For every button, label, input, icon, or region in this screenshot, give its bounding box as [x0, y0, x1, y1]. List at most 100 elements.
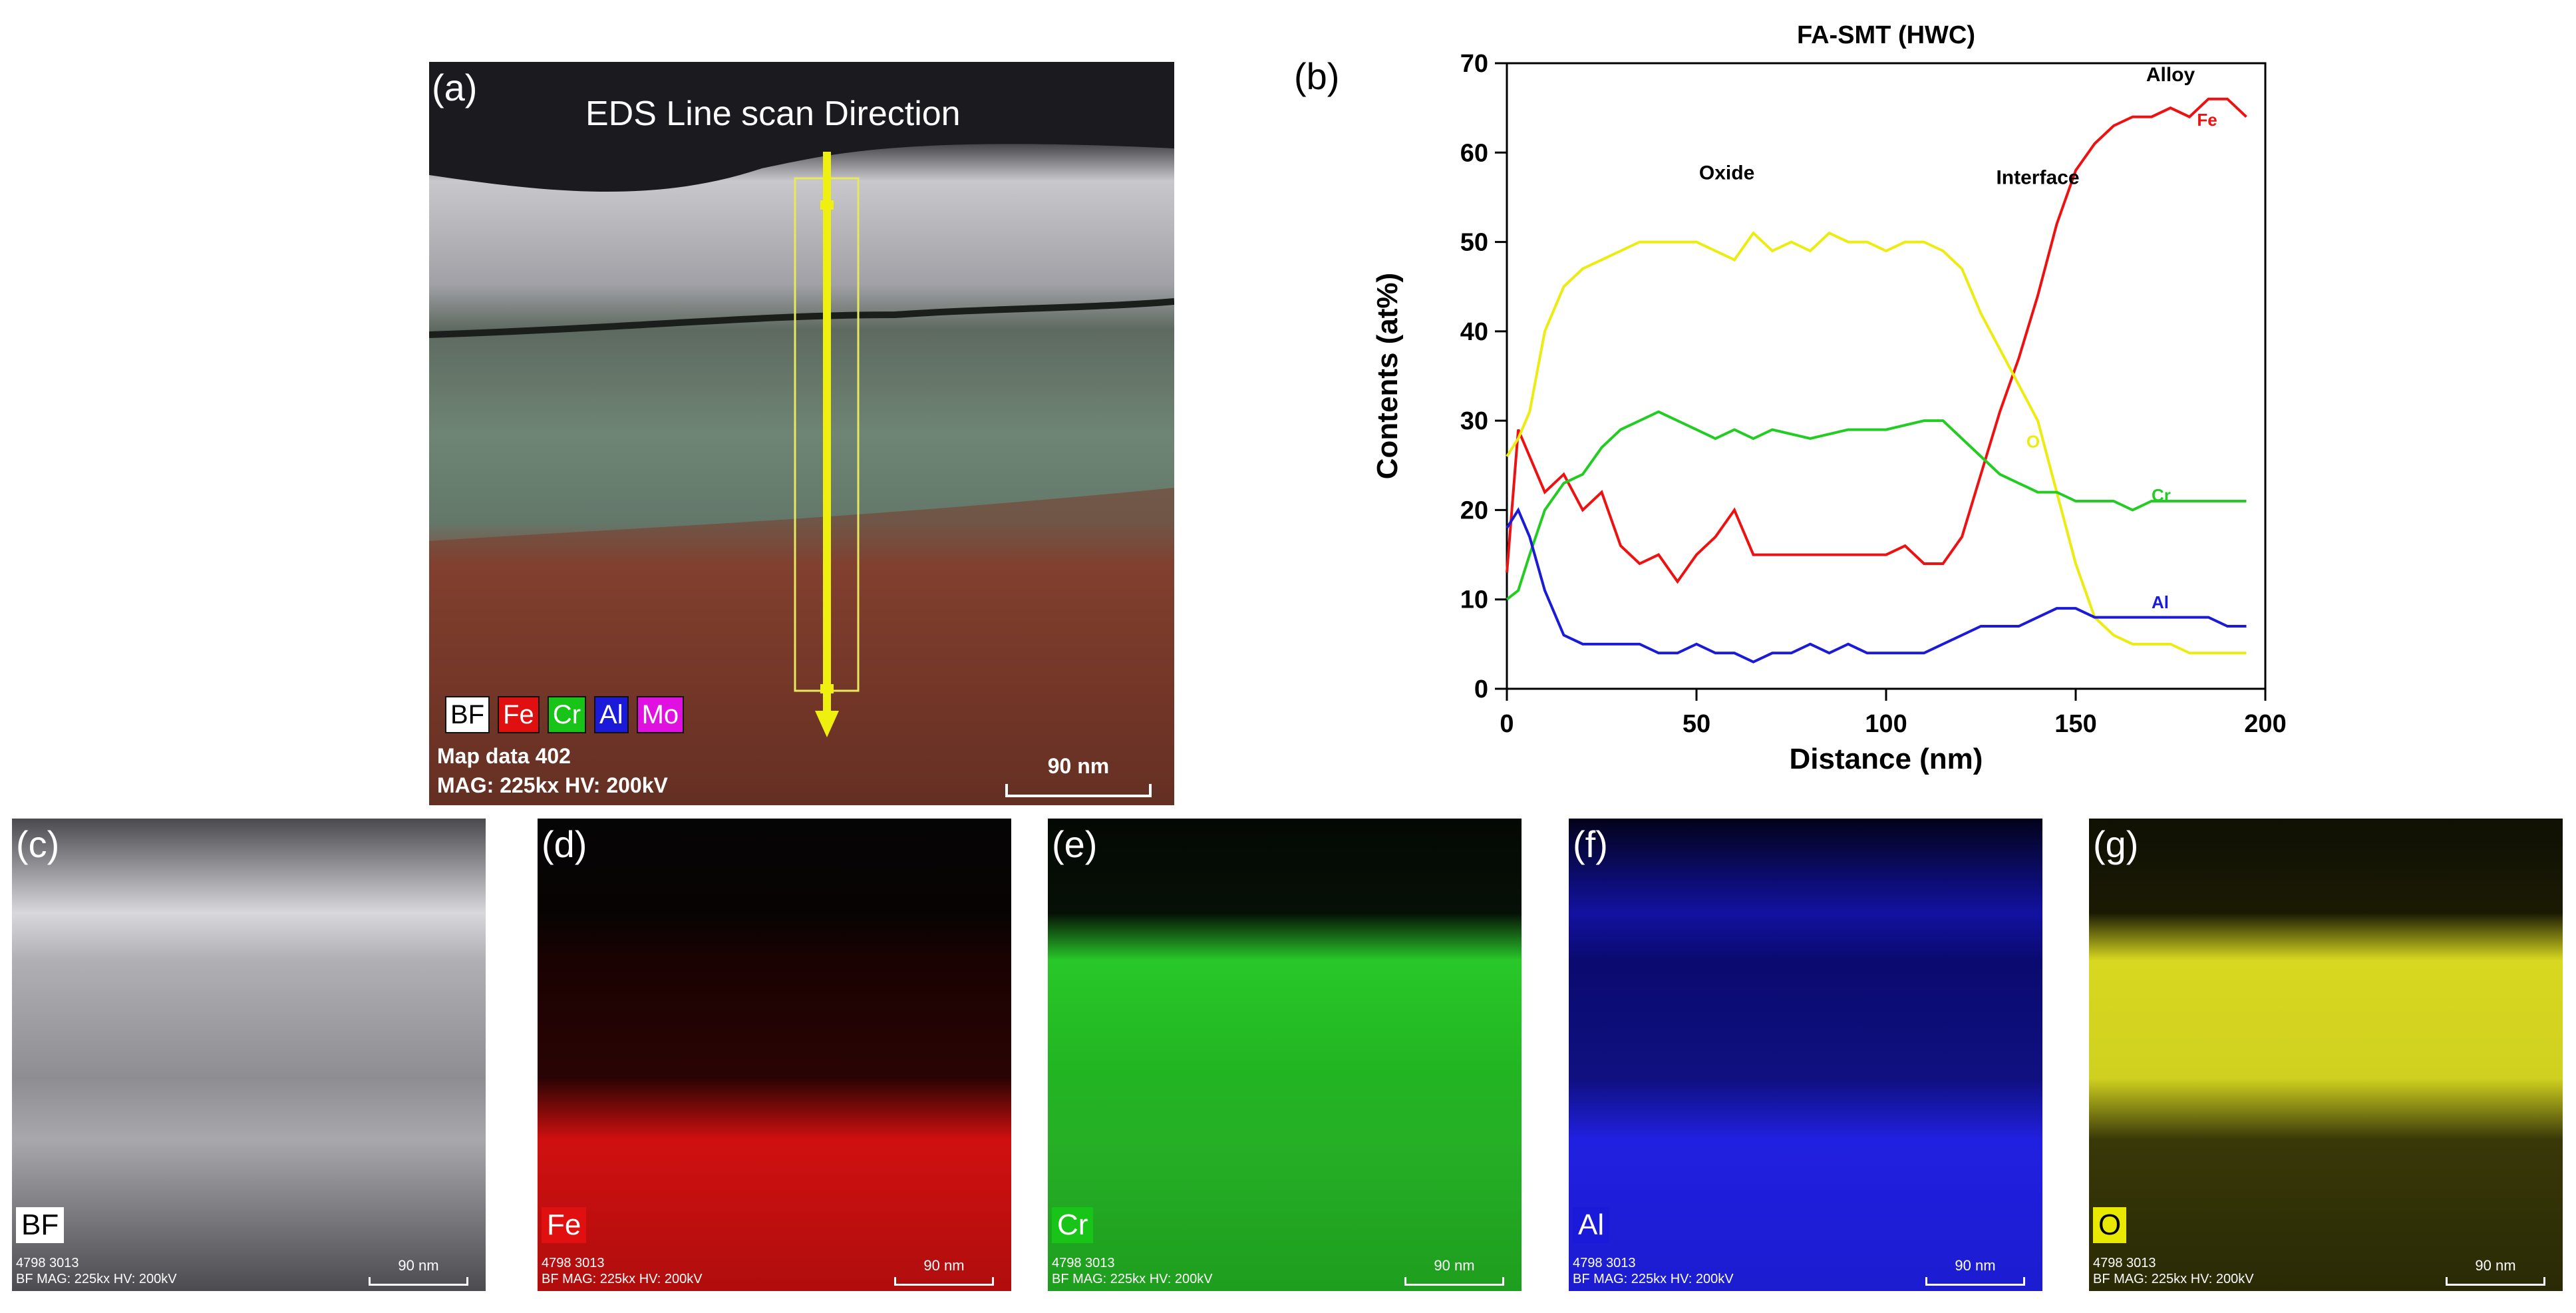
map-mag: BF MAG: 225kx HV: 200kV	[16, 1272, 177, 1286]
scan-arrow-head	[815, 711, 839, 737]
scale-bar-line	[2446, 1277, 2545, 1286]
map-image	[538, 819, 1011, 1291]
series-label-fe: Fe	[2197, 110, 2217, 130]
legend-bf: BF	[445, 696, 490, 733]
map-data-text: Map data 402	[437, 744, 571, 768]
x-tick-label: 0	[1500, 710, 1514, 738]
y-tick-label: 0	[1474, 675, 1488, 703]
map-panel-fe: (d) Fe 4798 3013 BF MAG: 225kx HV: 200kV…	[538, 819, 1011, 1291]
map-panel-bf: (c) BF 4798 3013 BF MAG: 225kx HV: 200kV…	[12, 819, 486, 1291]
mag-text: MAG: 225kx HV: 200kV	[437, 773, 668, 797]
y-tick-label: 30	[1460, 407, 1488, 435]
legend-al: Al	[594, 696, 629, 733]
scale-bar-line	[1005, 784, 1152, 797]
scale-bar-label: 90 nm	[1955, 1257, 1996, 1274]
map-id: 4798 3013	[16, 1256, 79, 1270]
line-scan-chart: FA-SMT (HWC) Distance (nm) Contents (at%) 0…	[1371, 21, 2287, 775]
annotation-interface: Interface	[1996, 166, 2079, 188]
x-axis-label: Distance (nm)	[1790, 743, 1983, 775]
map-info: 4798 3013 BF MAG: 225kx HV: 200kV	[16, 1255, 177, 1287]
scale-bar: 90 nm	[1005, 754, 1152, 797]
series-line-al	[1506, 507, 2247, 663]
scale-bar-line	[894, 1277, 994, 1286]
panel-a-label: (a)	[432, 67, 478, 108]
scan-marker-bottom	[820, 684, 834, 693]
oxide-boundary	[429, 298, 1174, 338]
chart-title: FA-SMT (HWC)	[1797, 21, 1975, 49]
map-id: 4798 3013	[1573, 1256, 1636, 1270]
panel-a-tem-overlay: (a) EDS Line scan Direction BF Fe Cr Al …	[429, 62, 1174, 805]
map-mag: BF MAG: 225kx HV: 200kV	[1052, 1272, 1213, 1286]
scale-bar-label: 90 nm	[923, 1257, 965, 1274]
map-panel-label: (d)	[542, 823, 587, 865]
scale-bar: 90 nm	[369, 1257, 468, 1286]
map-mag: BF MAG: 225kx HV: 200kV	[1573, 1272, 1734, 1286]
scan-marker-top	[820, 200, 834, 210]
map-info: 4798 3013 BF MAG: 225kx HV: 200kV	[542, 1255, 703, 1287]
map-panel-label: (c)	[16, 823, 60, 865]
series-label-cr: Cr	[2152, 485, 2171, 505]
y-tick-label: 50	[1460, 229, 1488, 257]
legend-mo: Mo	[636, 696, 685, 733]
map-id: 4798 3013	[1052, 1256, 1115, 1270]
element-tag: Al	[1573, 1207, 1610, 1243]
map-image	[1569, 819, 2042, 1291]
map-panel-o: (g) O 4798 3013 BF MAG: 225kx HV: 200kV …	[2089, 819, 2563, 1291]
element-tag: BF	[16, 1207, 65, 1243]
element-tag: O	[2093, 1207, 2127, 1243]
series-line-o	[1506, 231, 2247, 655]
element-tag: Cr	[1052, 1207, 1094, 1243]
element-tag: Fe	[542, 1207, 587, 1243]
y-tick-label: 60	[1460, 139, 1488, 167]
map-image	[1048, 819, 1522, 1291]
y-tick-label: 40	[1460, 318, 1488, 346]
annotation-alloy: Alloy	[2146, 64, 2195, 86]
scale-bar: 90 nm	[894, 1257, 994, 1286]
legend-fe: Fe	[498, 696, 540, 733]
map-info: Map data 402 MAG: 225kx HV: 200kV	[437, 741, 668, 800]
scale-bar-label: 90 nm	[1434, 1257, 1475, 1274]
legend-cr: Cr	[547, 696, 587, 733]
y-tick-label: 20	[1460, 496, 1488, 524]
x-tick-label: 150	[2054, 710, 2096, 738]
series-line-cr	[1506, 410, 2247, 601]
series-label-al: Al	[2152, 592, 2169, 612]
element-legend: BF Fe Cr Al Mo	[445, 696, 685, 733]
scale-bar: 90 nm	[2446, 1257, 2545, 1286]
line-scan-title: EDS Line scan Direction	[585, 94, 961, 133]
map-info: 4798 3013 BF MAG: 225kx HV: 200kV	[1573, 1255, 1734, 1287]
scale-bar-label: 90 nm	[1047, 754, 1110, 778]
scale-bar-line	[1404, 1277, 1504, 1286]
y-tick-label: 70	[1460, 50, 1488, 78]
map-id: 4798 3013	[542, 1256, 605, 1270]
map-panel-label: (g)	[2093, 823, 2139, 865]
map-image	[12, 819, 486, 1291]
panel-b-label: (b)	[1294, 55, 1340, 97]
scale-bar-label: 90 nm	[398, 1257, 439, 1274]
scale-bar-line	[1925, 1277, 2025, 1286]
map-panel-cr: (e) Cr 4798 3013 BF MAG: 225kx HV: 200kV…	[1048, 819, 1522, 1291]
map-panel-label: (f)	[1573, 823, 1608, 865]
map-mag: BF MAG: 225kx HV: 200kV	[2093, 1272, 2254, 1286]
tem-overlay-image	[429, 62, 1174, 805]
map-panel-label: (e)	[1052, 823, 1098, 865]
map-mag: BF MAG: 225kx HV: 200kV	[542, 1272, 703, 1286]
annotation-oxide: Oxide	[1699, 162, 1754, 184]
x-tick-label: 50	[1683, 710, 1710, 738]
map-info: 4798 3013 BF MAG: 225kx HV: 200kV	[2093, 1255, 2254, 1287]
map-info: 4798 3013 BF MAG: 225kx HV: 200kV	[1052, 1255, 1213, 1287]
map-image	[2089, 819, 2563, 1291]
map-id: 4798 3013	[2093, 1256, 2156, 1270]
dark-top-region	[429, 62, 1174, 192]
scale-bar: 90 nm	[1404, 1257, 1504, 1286]
scale-bar-line	[369, 1277, 468, 1286]
y-tick-label: 10	[1460, 586, 1488, 614]
series-line-fe	[1506, 97, 2247, 584]
y-axis-label: Contents (at%)	[1371, 273, 1404, 479]
x-tick-label: 100	[1865, 710, 1907, 738]
series-label-o: O	[2026, 431, 2040, 451]
scale-bar-label: 90 nm	[2475, 1257, 2516, 1274]
scale-bar: 90 nm	[1925, 1257, 2025, 1286]
map-panel-al: (f) Al 4798 3013 BF MAG: 225kx HV: 200kV…	[1569, 819, 2042, 1291]
x-tick-label: 200	[2244, 710, 2286, 738]
